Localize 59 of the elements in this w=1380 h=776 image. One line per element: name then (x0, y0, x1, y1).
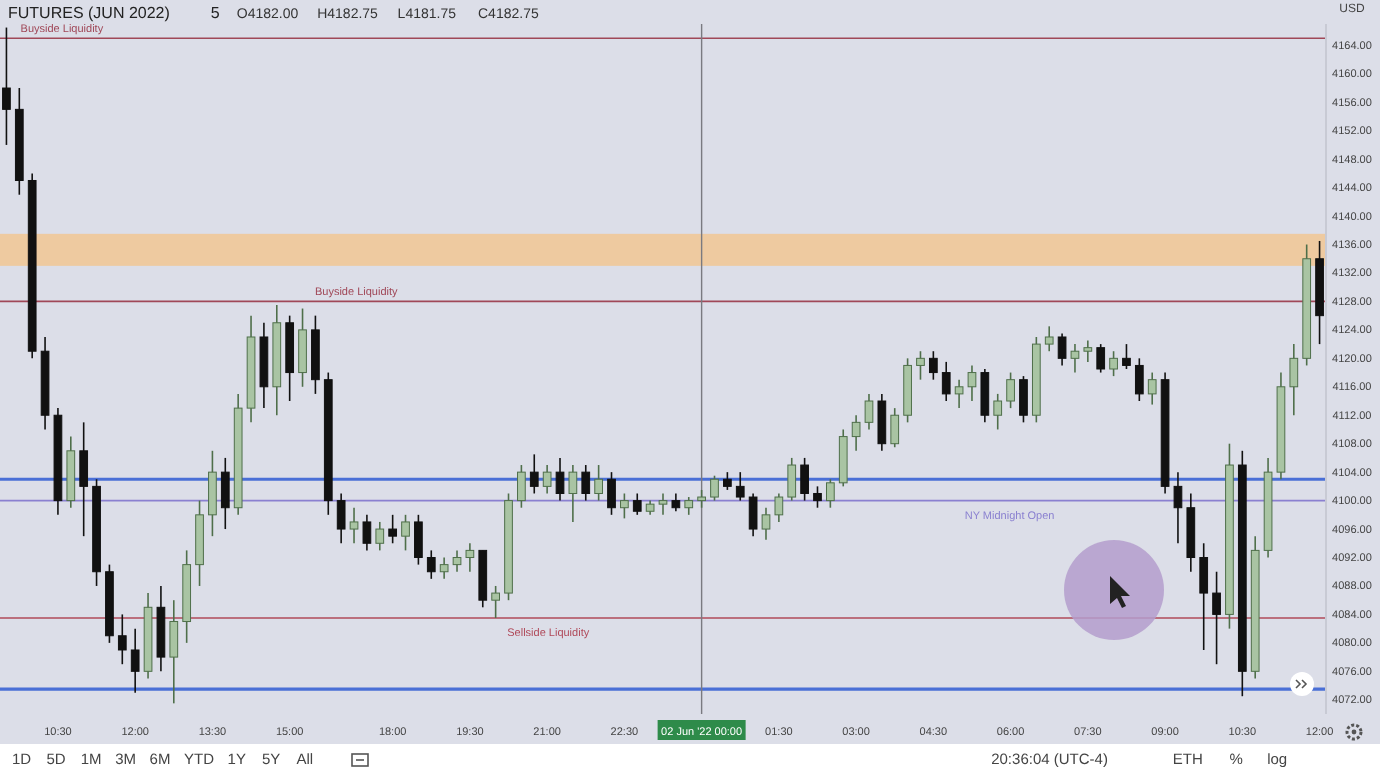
candlestick (555, 457, 565, 502)
candlestick (941, 361, 951, 402)
candlestick (117, 613, 127, 666)
candlestick (877, 393, 887, 452)
candlestick (401, 514, 410, 552)
candlestick (388, 514, 398, 545)
candlestick (1096, 343, 1106, 374)
candlestick (1147, 371, 1157, 406)
candlestick (980, 368, 990, 424)
candlestick (1006, 371, 1015, 409)
candlestick (79, 421, 89, 537)
candlestick (298, 307, 307, 388)
candlestick (607, 471, 616, 516)
candlestick (1057, 332, 1067, 367)
chart-title: FUTURES (JUN 2022) (8, 4, 171, 22)
candlestick (710, 474, 719, 502)
chart-subtitle: 5 (210, 4, 221, 22)
candlestick (581, 464, 591, 502)
candlestick (349, 506, 359, 545)
candlestick (568, 464, 578, 523)
candlestick (1122, 343, 1131, 370)
candlestick (838, 428, 848, 488)
candlestick (826, 478, 835, 509)
candlestick (491, 585, 500, 619)
candlestick (220, 457, 230, 530)
candlestick (542, 464, 552, 495)
candlestick (1289, 343, 1299, 417)
candlestick (1070, 343, 1080, 374)
candlestick (916, 350, 925, 381)
candlestick (928, 350, 938, 381)
candlestick (1083, 339, 1093, 363)
candlestick (1019, 375, 1028, 424)
candlestick (362, 514, 372, 552)
candlestick (735, 471, 745, 502)
candlestick (1199, 542, 1209, 651)
candlestick (813, 485, 822, 509)
candlestick (1212, 570, 1221, 666)
candlestick (800, 457, 809, 502)
candlestick (1134, 357, 1144, 402)
candlestick (1044, 325, 1054, 353)
candlestick (208, 450, 217, 537)
candlestick (632, 492, 642, 516)
candlestick (336, 492, 346, 545)
candlestick (2, 26, 11, 146)
candlestick (787, 457, 797, 502)
candlestick (426, 549, 436, 580)
candlestick (439, 556, 449, 580)
candlestick (375, 521, 385, 552)
candlestick (993, 393, 1003, 431)
candlestick (529, 453, 539, 495)
candlestick (748, 492, 758, 537)
candlestick (169, 599, 179, 705)
candlestick (414, 514, 423, 566)
candlestick (1109, 350, 1118, 377)
candlestick (890, 407, 900, 449)
candlestick (130, 627, 140, 694)
candlestick (620, 492, 629, 520)
candlestick (517, 464, 526, 509)
candlestick (594, 464, 603, 502)
